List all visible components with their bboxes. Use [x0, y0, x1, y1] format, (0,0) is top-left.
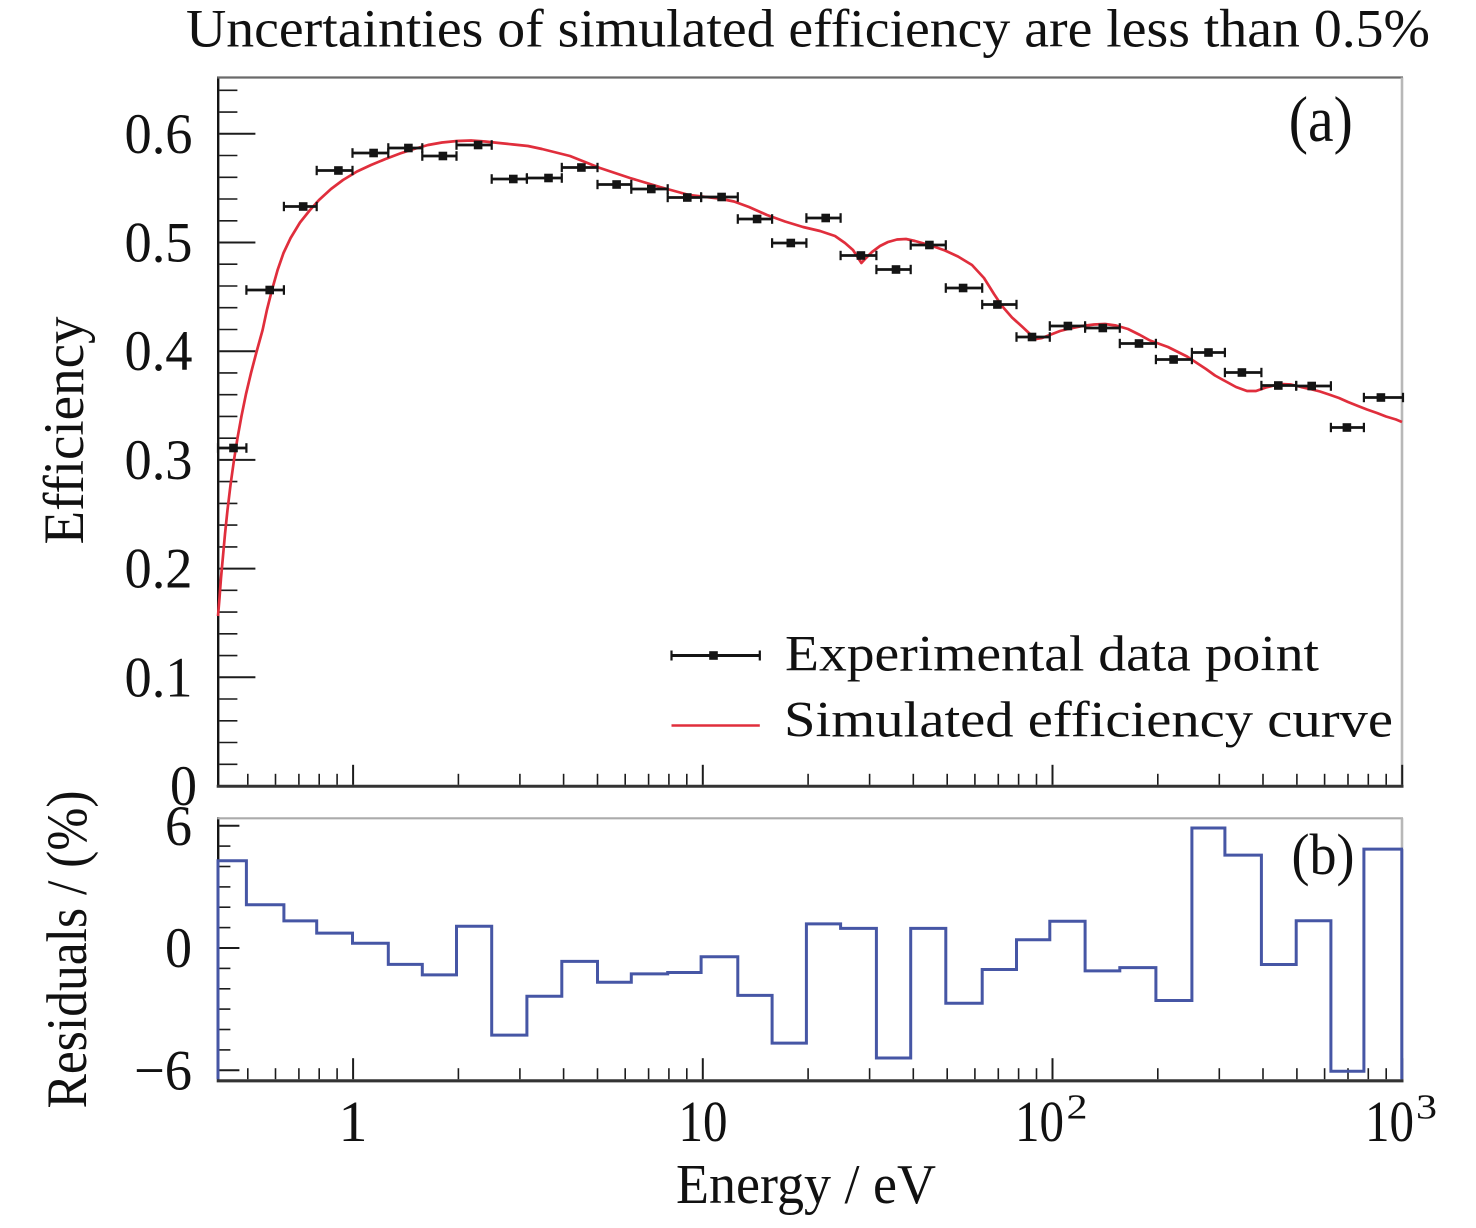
svg-text:3: 3 [1416, 1088, 1437, 1127]
svg-text:Energy / eV: Energy / eV [676, 1154, 936, 1216]
svg-text:10: 10 [1365, 1089, 1414, 1154]
svg-text:(b): (b) [1292, 822, 1355, 887]
svg-text:10: 10 [679, 1089, 728, 1154]
svg-text:Residuals / (%): Residuals / (%) [36, 791, 99, 1109]
svg-text:10: 10 [1015, 1089, 1064, 1154]
svg-text:1: 1 [339, 1089, 368, 1154]
svg-text:0.6: 0.6 [125, 103, 193, 166]
svg-text:0.2: 0.2 [125, 538, 193, 601]
svg-text:Efficiency: Efficiency [33, 316, 96, 544]
svg-text:0.3: 0.3 [125, 429, 193, 492]
svg-text:(a): (a) [1289, 84, 1353, 156]
svg-text:0: 0 [165, 917, 192, 980]
svg-text:0.1: 0.1 [125, 646, 193, 709]
svg-text:0: 0 [170, 755, 197, 818]
svg-text:6: 6 [165, 795, 192, 858]
svg-text:Uncertainties of simulated eff: Uncertainties of simulated efficiency ar… [186, 0, 1430, 58]
svg-text:−6: −6 [134, 1039, 192, 1102]
svg-text:2: 2 [1067, 1088, 1088, 1127]
svg-text:Simulated efficiency curve: Simulated efficiency curve [784, 692, 1393, 748]
svg-text:0.4: 0.4 [125, 320, 193, 383]
svg-text:0.5: 0.5 [125, 212, 193, 275]
svg-text:Experimental data point: Experimental data point [785, 626, 1319, 682]
